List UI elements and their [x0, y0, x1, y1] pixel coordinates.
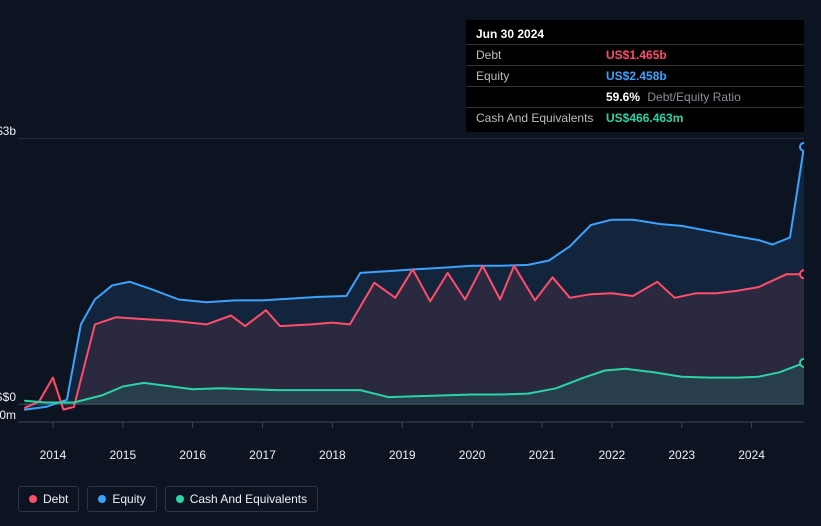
tooltip-row-label: Cash And Equivalents: [476, 111, 606, 125]
x-axis-tick-label: 2014: [40, 448, 67, 462]
legend-dot-icon: [29, 495, 37, 503]
x-axis-tick-label: 2017: [249, 448, 276, 462]
x-axis-tick-label: 2020: [459, 448, 486, 462]
tooltip-date: Jun 30 2024: [476, 27, 544, 41]
x-axis-tick-label: 2024: [738, 448, 765, 462]
tooltip-row: DebtUS$1.465b: [466, 45, 804, 66]
tooltip-row-label: Debt: [476, 48, 606, 62]
tooltip-row-label: Equity: [476, 69, 606, 83]
legend-item-label: Cash And Equivalents: [190, 492, 307, 506]
tooltip-row: EquityUS$2.458b: [466, 66, 804, 87]
y-axis-tick-label: US$3b: [0, 124, 16, 138]
x-axis-tick-label: 2018: [319, 448, 346, 462]
x-axis-tick-label: 2015: [109, 448, 136, 462]
legend: Debt Equity Cash And Equivalents: [18, 486, 318, 512]
y-axis-tick-label: -US$200m: [0, 408, 16, 422]
legend-item-label: Equity: [112, 492, 145, 506]
x-axis-tick-label: 2016: [179, 448, 206, 462]
legend-dot-icon: [176, 495, 184, 503]
legend-item-label: Debt: [43, 492, 68, 506]
chart-plot: [18, 138, 804, 434]
x-axis-tick-label: 2022: [599, 448, 626, 462]
x-axis-tick-label: 2021: [529, 448, 556, 462]
tooltip-row-value: 59.6%: [606, 90, 640, 104]
x-axis-tick-label: 2019: [389, 448, 416, 462]
legend-item-debt[interactable]: Debt: [18, 486, 79, 512]
tooltip-row-value: US$466.463m: [606, 111, 683, 125]
tooltip-panel: Jun 30 2024 DebtUS$1.465bEquityUS$2.458b…: [466, 20, 804, 132]
legend-dot-icon: [98, 495, 106, 503]
tooltip-row: Cash And EquivalentsUS$466.463m: [466, 108, 804, 128]
tooltip-row: 59.6% Debt/Equity Ratio: [466, 87, 804, 108]
legend-item-equity[interactable]: Equity: [87, 486, 156, 512]
tooltip-row-suffix: Debt/Equity Ratio: [644, 90, 741, 104]
y-axis-tick-label: US$0: [0, 390, 16, 404]
x-axis-tick-label: 2023: [668, 448, 695, 462]
tooltip-row-label: [476, 90, 606, 104]
tooltip-date-row: Jun 30 2024: [466, 24, 804, 45]
tooltip-row-value: US$1.465b: [606, 48, 667, 62]
tooltip-row-value: US$2.458b: [606, 69, 667, 83]
legend-item-cash[interactable]: Cash And Equivalents: [165, 486, 318, 512]
